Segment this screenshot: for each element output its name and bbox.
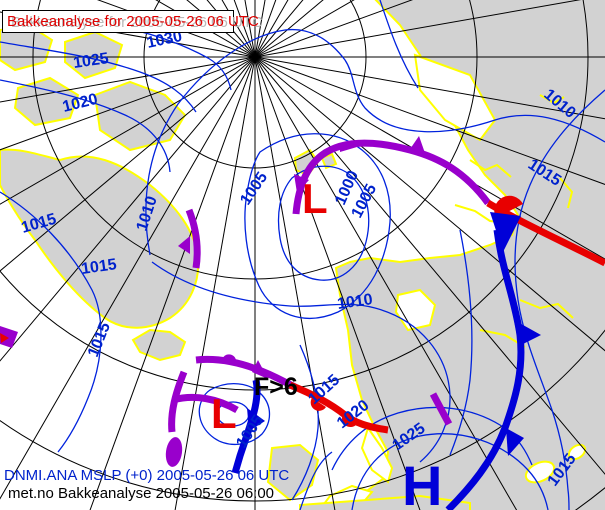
occluded-front-bump bbox=[408, 136, 426, 156]
meridian-line bbox=[0, 56, 256, 103]
occluded-front-segment bbox=[0, 326, 18, 348]
front-group bbox=[0, 136, 605, 510]
river-lines bbox=[454, 94, 574, 348]
isobar-label: 1025 bbox=[72, 50, 110, 72]
occluded-front-east-greenland bbox=[185, 208, 201, 269]
land-denmark bbox=[266, 443, 320, 502]
sea-gulf-of-bothnia bbox=[360, 425, 394, 484]
land-arctic-island bbox=[13, 76, 80, 127]
isobar-1015 bbox=[291, 344, 319, 501]
occluded-front-bump bbox=[178, 236, 190, 254]
pressure-center-group: L L H F>6 bbox=[211, 175, 442, 510]
meridian-line bbox=[0, 11, 256, 58]
lake-onega bbox=[567, 443, 587, 461]
meridian-line bbox=[254, 56, 605, 185]
isobar-1025 bbox=[0, 41, 197, 113]
meridian-line bbox=[0, 56, 256, 362]
map-title: Bakkeanalyse for 2005-05-26 06 UTC bbox=[7, 13, 259, 30]
warm-front-segment bbox=[0, 333, 9, 343]
isobar-1025 bbox=[351, 433, 549, 510]
meridian-line bbox=[254, 0, 414, 58]
parallel-circle bbox=[143, 0, 367, 169]
cold-front-bump bbox=[247, 408, 265, 431]
wind-annotation: F>6 bbox=[254, 373, 298, 401]
meridian-line bbox=[0, 56, 256, 272]
isobar-unlabeled bbox=[449, 229, 473, 456]
meridian-line bbox=[254, 56, 605, 352]
occluded-front-sw bbox=[168, 370, 188, 433]
isobar-1010 bbox=[145, 28, 605, 256]
metno-credit-line: met.no Bakkeanalyse 2005-05-26 06:00 bbox=[8, 485, 275, 502]
warm-front-bump bbox=[494, 195, 523, 218]
lake-ladoga bbox=[524, 460, 556, 484]
occluded-front-bump bbox=[221, 354, 236, 363]
meridian-line bbox=[0, 56, 256, 205]
meridian-line bbox=[0, 56, 256, 500]
isobar-1020 bbox=[0, 79, 171, 173]
occluded-front-bump bbox=[252, 360, 268, 379]
meridian-line bbox=[174, 56, 256, 510]
isobar-1010 bbox=[151, 261, 451, 463]
cold-front-bump bbox=[514, 320, 541, 346]
land-arctic-island bbox=[93, 80, 187, 152]
isobar-label: 1015 bbox=[80, 256, 118, 278]
isobar-label: 1010 bbox=[336, 291, 374, 313]
occluded-front-bump bbox=[294, 174, 309, 193]
meridian-line bbox=[0, 56, 256, 151]
cold-front-east bbox=[445, 229, 525, 510]
isobar-1005 bbox=[244, 133, 391, 319]
meridian-line bbox=[89, 56, 256, 510]
occluded-front-norway-lower bbox=[172, 393, 239, 414]
meridian-line bbox=[254, 56, 421, 510]
parallel-circle bbox=[32, 0, 478, 280]
meridian-line bbox=[254, 0, 355, 58]
isobar-1015 bbox=[0, 191, 102, 453]
land-greenland bbox=[0, 148, 200, 329]
isobar-unlabeled bbox=[379, 0, 419, 89]
meridian-line bbox=[254, 56, 605, 475]
meridian-line bbox=[254, 0, 582, 58]
analysis-credit-line: DNMI.ANA MSLP (+0) 2005-05-26 06 UTC bbox=[4, 467, 290, 484]
sea-white-sea bbox=[394, 288, 437, 332]
low-center-letter: L bbox=[211, 390, 237, 437]
cold-front-bump bbox=[490, 212, 521, 252]
warm-front-bump bbox=[310, 398, 326, 411]
occluded-front-segment bbox=[165, 437, 183, 467]
sea-kara bbox=[413, 53, 497, 142]
title-box: Bakkeanalyse for 2005-05-26 06 UTC bbox=[2, 10, 259, 33]
high-center-letter: H bbox=[402, 454, 442, 510]
land-south-baltic-coast bbox=[299, 494, 471, 510]
occluded-front-norway-upper bbox=[195, 355, 297, 391]
cold-front-norway bbox=[231, 379, 261, 474]
low-center-letter: L bbox=[302, 175, 328, 222]
meridian-line bbox=[155, 0, 256, 58]
land-iceland bbox=[131, 328, 187, 362]
meridian-line bbox=[254, 56, 336, 510]
warm-front-bump bbox=[341, 413, 357, 428]
occluded-front-bump bbox=[339, 142, 357, 152]
north-pole-point bbox=[252, 54, 258, 60]
land-svalbard bbox=[320, 152, 338, 170]
meridian-line bbox=[254, 56, 605, 120]
isobar-1000 bbox=[277, 165, 370, 281]
meridian-line bbox=[254, 56, 518, 510]
occluded-front-finland bbox=[429, 392, 453, 426]
isobar-unlabeled bbox=[299, 451, 333, 510]
cold-front-bump bbox=[506, 428, 524, 456]
